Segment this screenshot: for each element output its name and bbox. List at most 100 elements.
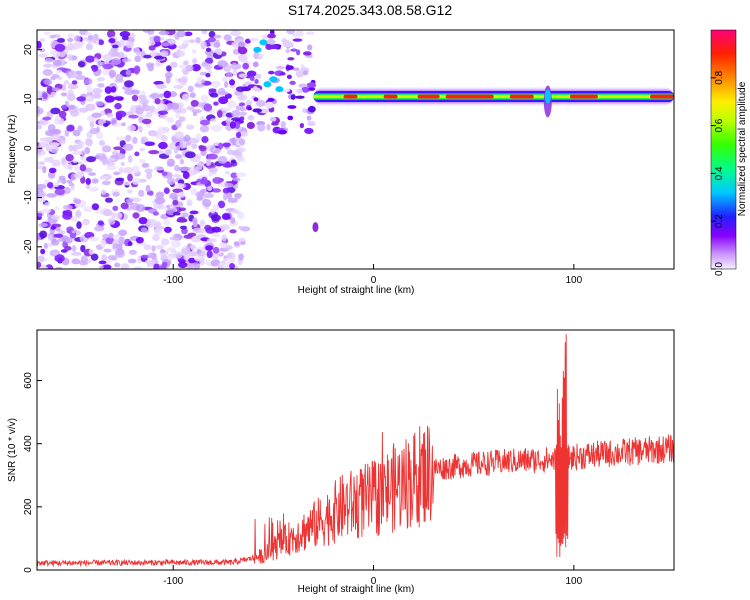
spectrogram-noise-blob <box>183 39 190 45</box>
spectrogram-noise-blob <box>137 255 142 264</box>
spectrogram-noise-blob <box>172 211 181 216</box>
spectrogram-noise-blob <box>119 31 131 38</box>
spectrogram-noise-blob <box>134 55 142 63</box>
spectrogram-noise-blob <box>37 147 43 154</box>
spectrogram-noise-blob <box>162 219 171 226</box>
snr-x-tick-label: 0 <box>371 576 377 587</box>
spectrogram-noise-blob <box>101 158 107 166</box>
spectrogram-noise-blob <box>237 54 248 63</box>
spectrogram-noise-blob <box>180 248 191 255</box>
spectrogram-noise-blob <box>178 64 187 69</box>
spectrogram-noise-blob <box>106 162 116 167</box>
spectrogram-noise-blob <box>210 259 221 267</box>
spectrogram-noise-blob <box>91 112 102 118</box>
spectrogram-noise-blob <box>155 83 167 90</box>
spectrogram-noise-blob <box>212 232 220 238</box>
spectrogram-noise-blob <box>189 210 199 215</box>
spectrogram-noise-blob <box>196 249 202 254</box>
spectrogram-noise-blob <box>76 96 86 102</box>
spectrogram-noise-blob <box>205 73 211 78</box>
spectrogram-noise-blob <box>71 258 81 265</box>
spectrogram-cluster-peak <box>253 46 262 53</box>
spectrogram-cluster-blob <box>285 65 294 71</box>
spectrogram-noise-blob <box>62 204 73 210</box>
spectrogram-noise-blob <box>217 91 229 95</box>
spectrogram-noise-blob <box>147 63 155 72</box>
spectrogram-noise-blob <box>194 83 205 88</box>
spectrogram-noise-blob <box>207 37 216 43</box>
spectrogram-noise-blob <box>39 48 46 53</box>
spectrogram-noise-blob <box>211 124 222 132</box>
spectrogram-noise-blob <box>187 85 194 93</box>
colorbar-gradient <box>710 29 737 270</box>
spectrogram-noise-blob <box>139 98 150 105</box>
spectrogram-cluster-peak <box>263 81 272 88</box>
spectrogram-noise-blob <box>68 104 76 110</box>
spectrogram-noise-blob <box>208 167 218 173</box>
spectrogram-noise-blob <box>167 39 176 44</box>
spectrogram-noise-blob <box>56 37 66 43</box>
spectrogram-noise-blob <box>104 86 112 94</box>
spectrogram-cluster-blob <box>247 114 255 121</box>
spectrogram-noise-blob <box>66 93 76 102</box>
spectrogram-noise-blob <box>211 188 222 193</box>
spectrogram-cluster-blob <box>238 41 246 48</box>
spectrogram-noise-blob <box>154 55 165 60</box>
spectrogram-noise-blob <box>208 172 213 177</box>
spectrogram-noise-blob <box>66 124 75 132</box>
spectrogram-noise-blob <box>83 37 89 42</box>
spectrogram-noise-blob <box>115 136 126 141</box>
spectrogram-noise-blob <box>106 30 116 38</box>
spectrogram-noise-blob <box>107 255 117 261</box>
spectrogram-noise-blob <box>221 213 231 220</box>
spectrogram-noise-blob <box>229 79 236 86</box>
spectrogram-noise-blob <box>39 38 46 42</box>
spectrogram-noise-blob <box>52 128 62 135</box>
spectrogram-cluster-blob <box>302 70 309 76</box>
spectrogram-noise-blob <box>155 244 165 250</box>
spectrogram-noise-blob <box>50 225 57 230</box>
spectrogram-noise-blob <box>44 129 55 137</box>
spectrogram-noise-blob <box>37 107 44 115</box>
spectrogram-noise-blob <box>115 177 125 182</box>
spectrogram-noise-blob <box>85 31 92 36</box>
spectrogram-noise-blob <box>123 167 134 174</box>
snr-x-ticks: -100 0 100 <box>163 565 583 587</box>
spectrogram-noise-blob <box>232 68 238 76</box>
spectrogram-noise-blob <box>230 172 238 179</box>
spectrogram-noise-blob <box>191 49 197 55</box>
spectrogram-noise-blob <box>226 149 236 155</box>
spectrogram-noise-blob <box>151 245 156 252</box>
spectrogram-noise-blob <box>213 34 222 39</box>
spectrogram-noise-blob <box>192 111 198 117</box>
spectrogram-noise-blob <box>166 204 171 209</box>
spectrogram-noise-blob <box>221 234 227 242</box>
spectrogram-noise-blob <box>193 262 201 269</box>
spectrogram-noise-blob <box>231 62 238 70</box>
spectrogram-noise-blob <box>203 192 215 199</box>
spectrogram-noise-blob <box>101 180 111 186</box>
spectrogram-noise-blob <box>174 154 183 160</box>
spectrogram-noise-blob <box>162 261 168 268</box>
spectrogram-noise-blob <box>217 155 228 164</box>
spectrogram-noise-blob <box>213 41 221 48</box>
spectrogram-cluster-blob <box>304 127 314 134</box>
spectrogram-noise-blob <box>108 218 116 225</box>
spectrogram-noise-blob <box>171 239 181 248</box>
spectrogram-noise-blob <box>225 170 230 175</box>
spectrogram-y-tick-label: 10 <box>23 93 34 105</box>
spectrogram-noise-blob <box>50 215 61 220</box>
spectrogram-noise-blob <box>205 47 212 52</box>
spectrogram-noise-blob <box>210 118 217 123</box>
spectrogram-noise-blob <box>175 145 181 151</box>
spectrogram-noise-blob <box>88 236 99 242</box>
spectrogram-noise-blob <box>127 189 133 194</box>
spectrogram-noise-blob <box>98 260 107 265</box>
spectrogram-noise-blob <box>42 68 53 76</box>
spectrogram-noise-blob <box>237 94 248 101</box>
snr-x-label: Height of straight line (km) <box>298 584 415 595</box>
spectrogram-noise-blob <box>68 182 75 187</box>
spectrogram-cluster-blob <box>303 51 312 56</box>
spectrogram-noise-blob <box>102 233 110 239</box>
spectrogram-noise-blob <box>85 177 91 185</box>
